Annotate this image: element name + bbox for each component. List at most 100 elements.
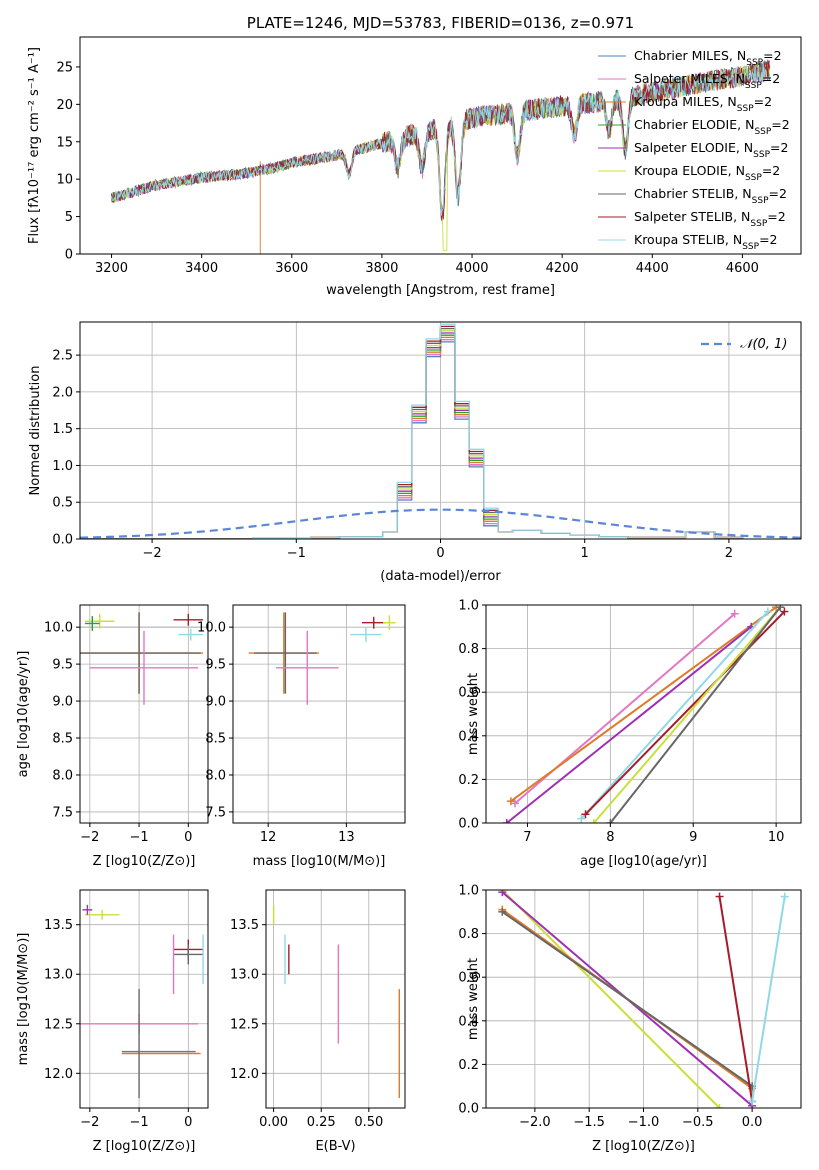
y-tick-label: 1.0 bbox=[458, 599, 479, 614]
x-tick-label: 13 bbox=[338, 830, 355, 845]
errorbars bbox=[80, 612, 204, 705]
y-tick-label: 0.2 bbox=[458, 1058, 479, 1073]
y-tick-label: 5 bbox=[65, 210, 73, 225]
y-tick-label: 9.5 bbox=[205, 658, 226, 673]
x-tick-label: −1.5 bbox=[573, 1115, 605, 1130]
legend-label: Chabrier MILES, NSSP=2 bbox=[634, 48, 782, 68]
y-tick-label: 0.0 bbox=[458, 1102, 479, 1117]
y-tick-label: 15 bbox=[56, 135, 73, 150]
x-axis-label: Z [log10(Z/Z⊙)] bbox=[93, 1139, 196, 1154]
y-axis-label: age [log10(age/yr)] bbox=[16, 651, 31, 778]
legend-label: Salpeter STELIB, NSSP=2 bbox=[634, 209, 786, 229]
errorbars bbox=[248, 612, 396, 705]
x-tick-label: −2.0 bbox=[519, 1115, 551, 1130]
errorbars bbox=[272, 904, 400, 1099]
y-tick-label: 10.0 bbox=[197, 621, 226, 636]
weight-line bbox=[501, 910, 753, 1088]
legend-suffix: =2 bbox=[762, 163, 780, 178]
x-tick-label: −2 bbox=[80, 1115, 99, 1130]
y-tick-label: 12.0 bbox=[230, 1067, 259, 1082]
legend-label: Salpeter ELODIE, NSSP=2 bbox=[634, 140, 788, 160]
spectrum-line bbox=[111, 61, 770, 216]
legend-suffix: =2 bbox=[770, 140, 788, 155]
weight-lines bbox=[498, 890, 789, 1108]
y-tick-label: 0.6 bbox=[458, 971, 479, 986]
chart-title: PLATE=1246, MJD=53783, FIBERID=0136, z=0… bbox=[247, 14, 634, 32]
x-tick-label: 0.50 bbox=[354, 1115, 383, 1130]
y-tick-label: 7.5 bbox=[205, 805, 226, 820]
legend-subscript: SSP bbox=[752, 196, 769, 206]
weight-line bbox=[580, 610, 769, 820]
y-tick-label: 13.5 bbox=[230, 918, 259, 933]
x-tick-label: 0.25 bbox=[307, 1115, 336, 1130]
y-tick-label: 0 bbox=[65, 248, 73, 263]
y-tick-label: 13.0 bbox=[230, 968, 259, 983]
legend-subscript: SSP bbox=[742, 242, 759, 252]
x-tick-label: 2 bbox=[725, 546, 733, 561]
x-tick-label: 8 bbox=[606, 830, 614, 845]
axes-frame bbox=[79, 889, 209, 1109]
x-tick-label: 0 bbox=[184, 1115, 192, 1130]
y-tick-label: 0.5 bbox=[52, 496, 73, 511]
x-axis-label: Z [log10(Z/Z⊙)] bbox=[93, 854, 196, 869]
y-tick-label: 9.0 bbox=[205, 695, 226, 710]
x-axis-label: wavelength [Angstrom, rest frame] bbox=[326, 283, 555, 298]
weight-line bbox=[593, 606, 782, 823]
x-tick-label: −1.0 bbox=[628, 1115, 660, 1130]
weight-line bbox=[609, 606, 782, 823]
legend-label: Kroupa MILES, NSSP=2 bbox=[634, 94, 772, 114]
y-tick-label: 12.0 bbox=[44, 1067, 73, 1082]
legend-label: Chabrier STELIB, NSSP=2 bbox=[634, 186, 787, 206]
errorbars bbox=[80, 904, 204, 1099]
x-tick-label: −2 bbox=[80, 830, 99, 845]
x-tick-label: −1 bbox=[129, 1115, 148, 1130]
legend-subscript: SSP bbox=[754, 127, 771, 137]
x-tick-label: −1 bbox=[287, 546, 306, 561]
x-tick-label: 0 bbox=[436, 546, 444, 561]
x-tick-label: 3200 bbox=[95, 261, 128, 276]
spectrum-lines bbox=[111, 59, 770, 254]
x-tick-label: 7 bbox=[523, 830, 531, 845]
legend-label: Chabrier ELODIE, NSSP=2 bbox=[634, 117, 790, 137]
y-tick-label: 12.5 bbox=[44, 1017, 73, 1032]
y-tick-label: 13.0 bbox=[44, 968, 73, 983]
weight-line bbox=[751, 896, 786, 1102]
x-tick-label: 10 bbox=[768, 830, 785, 845]
legend-subscript: SSP bbox=[745, 81, 762, 91]
y-tick-label: 2.0 bbox=[52, 385, 73, 400]
legend-suffix: =2 bbox=[754, 94, 772, 109]
x-axis-label: E(B-V) bbox=[315, 1139, 355, 1154]
x-tick-label: 12 bbox=[260, 830, 277, 845]
legend-suffix: =2 bbox=[762, 71, 780, 86]
y-axis-label: mass [log10(M/M⊙)] bbox=[16, 933, 31, 1066]
y-tick-label: 7.5 bbox=[52, 805, 73, 820]
x-axis-label: age [log10(age/yr)] bbox=[580, 854, 707, 869]
legend-subscript: SSP bbox=[737, 104, 754, 114]
y-tick-label: 0.6 bbox=[458, 686, 479, 701]
x-tick-label: 4000 bbox=[455, 261, 488, 276]
y-tick-label: 1.0 bbox=[52, 459, 73, 474]
x-axis-label: (data-model)/error bbox=[380, 569, 501, 584]
weight-line bbox=[510, 606, 777, 803]
y-axis-label: Flux [fλ10⁻¹⁷ erg cm⁻² s⁻¹ A⁻¹] bbox=[27, 47, 42, 244]
x-tick-label: 0 bbox=[184, 830, 192, 845]
x-tick-label: 0.00 bbox=[259, 1115, 288, 1130]
legend-suffix: =2 bbox=[759, 232, 777, 247]
x-axis-label: mass [log10(M/M⊙)] bbox=[253, 854, 386, 869]
y-axis-label: Normed distribution bbox=[28, 366, 43, 496]
y-tick-label: 13.5 bbox=[44, 918, 73, 933]
y-tick-label: 2.5 bbox=[52, 349, 73, 364]
legend-suffix: =2 bbox=[763, 48, 781, 63]
y-tick-label: 20 bbox=[56, 98, 73, 113]
axes-frame bbox=[232, 604, 406, 824]
x-tick-label: 3800 bbox=[365, 261, 398, 276]
x-tick-label: 3600 bbox=[275, 261, 308, 276]
y-tick-label: 0.4 bbox=[458, 1014, 479, 1029]
x-tick-label: −1 bbox=[129, 830, 148, 845]
y-tick-label: 0.8 bbox=[458, 927, 479, 942]
x-tick-label: −0.5 bbox=[682, 1115, 714, 1130]
axes-frame bbox=[485, 604, 802, 824]
legend-subscript: SSP bbox=[745, 173, 762, 183]
weight-line bbox=[584, 610, 786, 815]
